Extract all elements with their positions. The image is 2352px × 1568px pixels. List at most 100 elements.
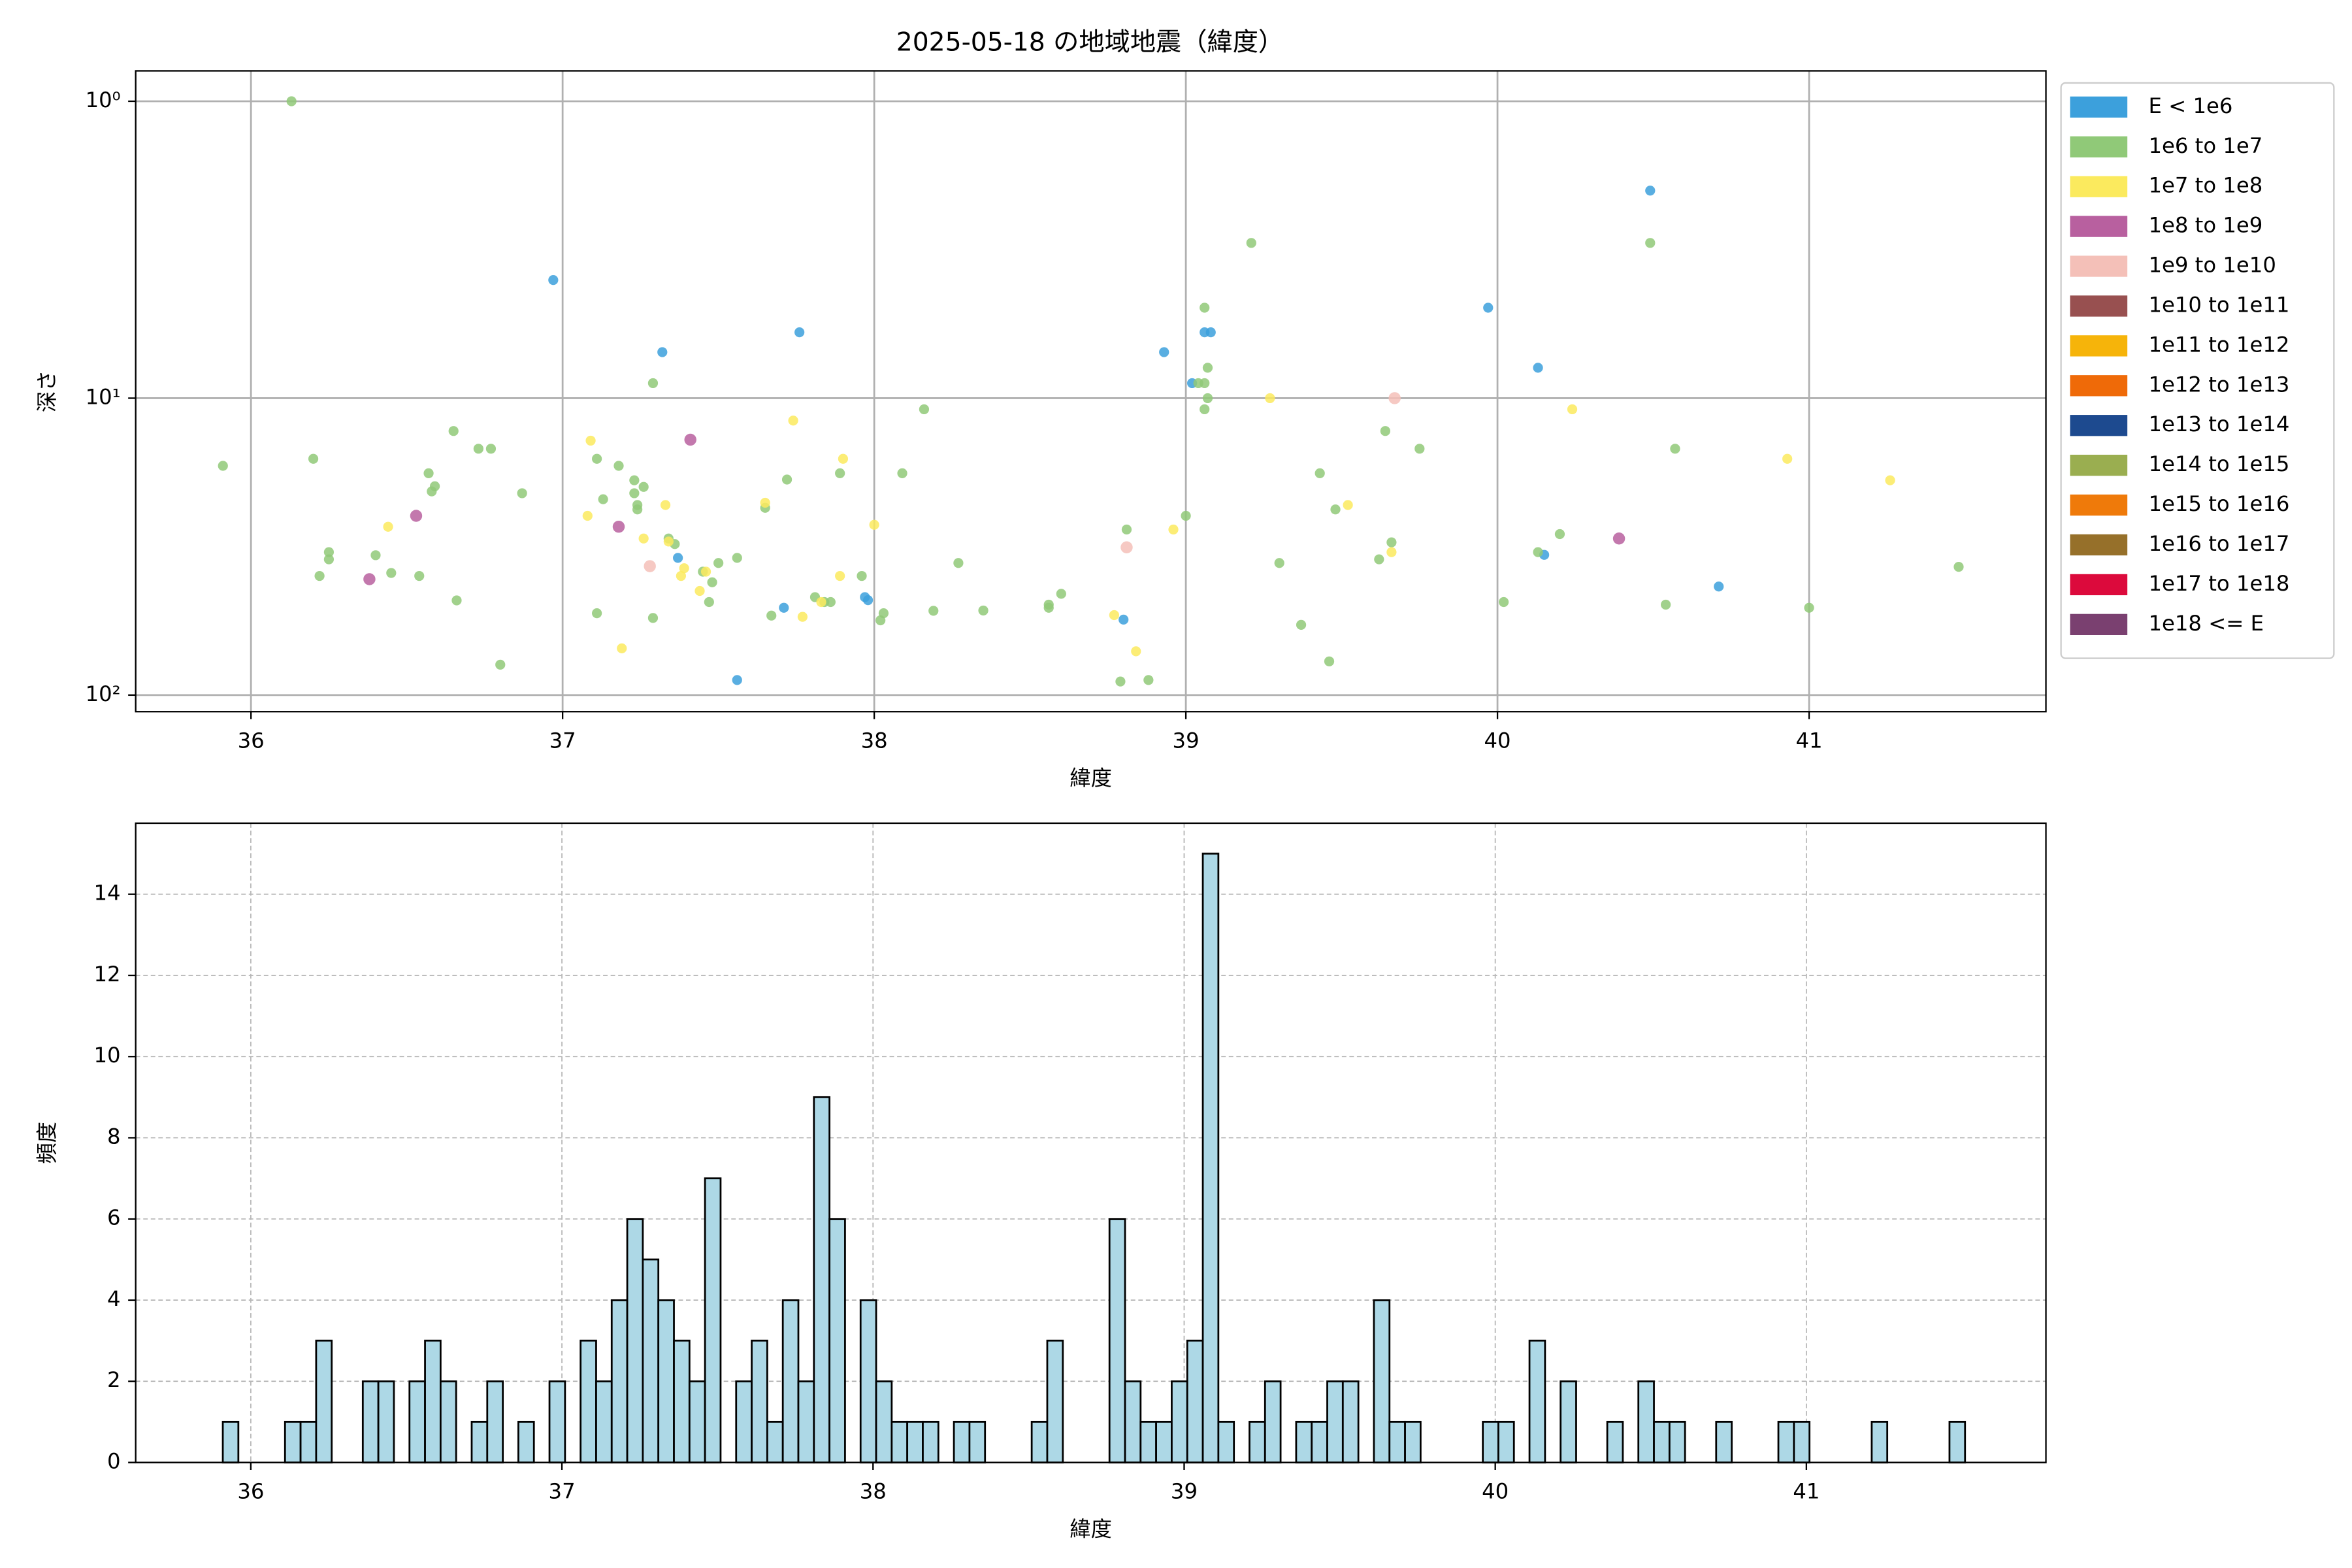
bar [751,1339,768,1463]
point [1131,646,1141,657]
bar [1637,1380,1655,1463]
legend-label: 1e11 to 1e12 [2148,332,2289,357]
point [857,570,867,581]
bar [548,1380,566,1463]
point [1498,596,1509,608]
bar [1404,1420,1422,1463]
y-tick-label: 10² [86,681,121,706]
point [612,520,625,533]
x-tick-label: 40 [1482,1479,1509,1504]
point [1554,529,1565,540]
bar [781,1299,800,1463]
bar [580,1339,597,1463]
point [1414,444,1425,454]
point [1246,238,1256,248]
legend-label: 1e7 to 1e8 [2148,173,2262,198]
point [1645,238,1656,248]
point [781,474,792,485]
point [323,547,335,557]
legend-label: 1e10 to 1e11 [2148,292,2289,317]
point [1200,404,1210,415]
x-tick-label: 38 [861,728,888,753]
legend-label: E < 1e6 [2148,93,2232,118]
point [878,608,889,619]
bar [813,1096,830,1463]
point [1330,504,1341,515]
legend-label: 1e15 to 1e16 [2148,491,2289,516]
bar [315,1339,333,1463]
x-tick-label: 37 [549,1479,576,1504]
point [1200,302,1210,313]
point [308,453,319,464]
bar [1201,853,1220,1463]
bar [642,1258,660,1463]
point [1386,547,1397,557]
point [591,608,602,619]
bar [1124,1380,1142,1463]
point [286,96,297,106]
point [1296,619,1307,630]
point [835,468,845,478]
point [978,605,988,616]
x-tick-label: 39 [1173,728,1200,753]
point [370,550,381,561]
point [1645,186,1656,196]
point [644,560,656,572]
x-tick-label: 37 [549,728,576,753]
bar [875,1380,893,1463]
point [676,570,687,581]
point [647,378,659,389]
point [598,494,608,504]
x-tick-label: 41 [1793,1479,1820,1504]
bar [1793,1420,1811,1463]
bar [828,1218,846,1463]
y-tick-label: 12 [94,962,121,987]
point [429,481,440,491]
point [897,468,907,478]
y-axis-label: 深さ [35,370,59,413]
point [1109,610,1120,621]
point [760,497,770,508]
point [1386,537,1397,547]
bar [1388,1420,1406,1463]
point [218,461,228,471]
bar [1715,1420,1733,1463]
bar [657,1299,675,1463]
point [1612,532,1625,545]
legend-label: 1e6 to 1e7 [2148,133,2262,158]
point [1533,547,1543,557]
legend-label: 1e14 to 1e15 [2148,451,2289,476]
bar [797,1380,815,1463]
point [1315,468,1325,478]
legend-swatch [2070,136,2128,157]
bar [1108,1218,1126,1463]
point [473,444,483,454]
point [548,274,559,286]
point [660,500,671,510]
point [1343,500,1353,510]
point [485,444,497,454]
x-tick-label: 41 [1795,728,1822,753]
point [794,327,805,338]
y-tick-label: 6 [107,1205,121,1230]
bar [1606,1420,1624,1463]
bar [1668,1420,1686,1463]
legend-swatch [2070,534,2128,556]
point [869,519,879,530]
point [732,675,742,685]
legend-swatch [2070,415,2128,436]
legend-label: 1e16 to 1e17 [2148,531,2289,556]
bar [1155,1420,1173,1463]
point [657,347,668,357]
legend-swatch [2070,216,2128,237]
point [323,554,335,564]
bar [626,1218,644,1463]
bar [517,1420,535,1463]
y-tick-label: 8 [107,1124,121,1149]
point [632,504,643,515]
point [423,468,434,478]
bar [1341,1380,1360,1463]
bar [1171,1380,1188,1463]
bar [377,1380,395,1463]
